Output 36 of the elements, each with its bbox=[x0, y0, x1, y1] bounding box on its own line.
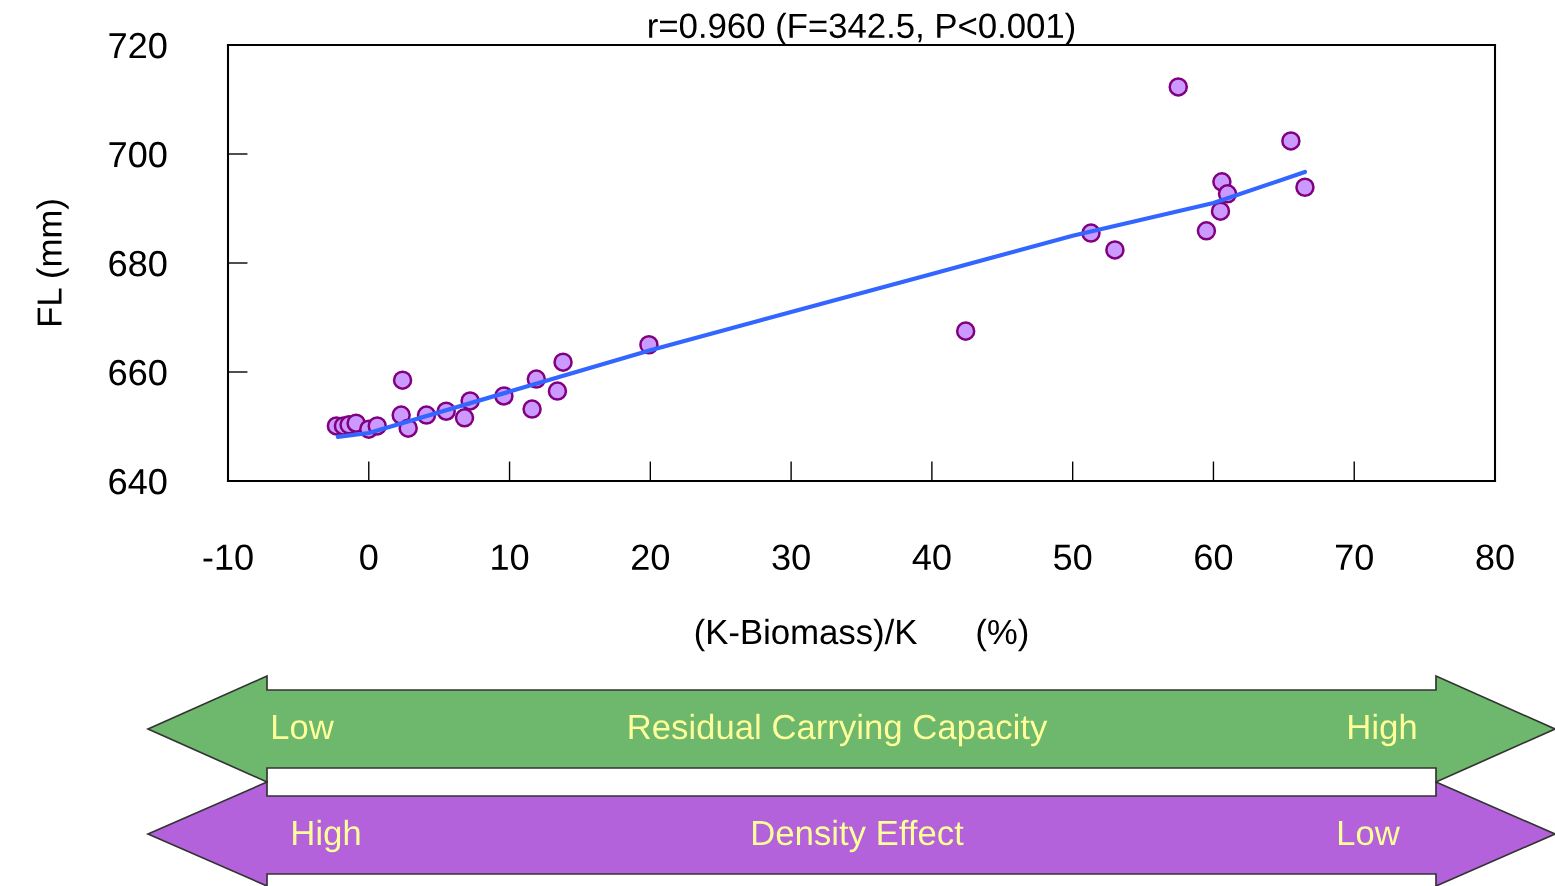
point bbox=[392, 370, 413, 390]
y-tick-label: 640 bbox=[109, 468, 167, 495]
point bbox=[522, 399, 542, 419]
point bbox=[1196, 221, 1217, 241]
x-tick-label: 0 bbox=[360, 544, 378, 571]
point bbox=[1168, 77, 1189, 97]
x-tick-label: -10 bbox=[203, 544, 253, 571]
x-tick-label: 60 bbox=[1195, 544, 1233, 571]
y-tick-label: 680 bbox=[109, 250, 167, 277]
point bbox=[1295, 177, 1315, 197]
text: Low bbox=[1339, 821, 1400, 846]
point bbox=[1281, 131, 1301, 151]
x-tick-label: 10 bbox=[492, 544, 529, 571]
x-tick-label: 80 bbox=[1476, 544, 1514, 571]
text: Residual Carrying Capacity bbox=[629, 713, 1048, 747]
text: High bbox=[1349, 713, 1416, 747]
x-axis-title: (K-Biomass)/K (%) bbox=[695, 618, 1028, 652]
x-tick-label: 40 bbox=[912, 544, 951, 571]
y-axis-title: FL (mm) bbox=[36, 200, 69, 326]
text: Density Effect bbox=[753, 819, 964, 853]
chart-title: r=0.960 (F=342.5, P<0.001) bbox=[649, 12, 1075, 45]
y-tick-label: 660 bbox=[109, 359, 167, 386]
y-tick-label: 720 bbox=[109, 32, 167, 59]
point bbox=[955, 321, 976, 341]
x-tick-label: 50 bbox=[1054, 544, 1092, 571]
point bbox=[1210, 201, 1231, 221]
point bbox=[454, 408, 475, 428]
x-tick-label: 20 bbox=[632, 544, 670, 571]
point bbox=[553, 352, 573, 372]
point bbox=[1105, 240, 1125, 260]
text: Low bbox=[273, 715, 334, 740]
y-tick-label: 700 bbox=[109, 141, 167, 168]
text: High bbox=[293, 819, 360, 853]
x-tick-label: 70 bbox=[1335, 544, 1373, 571]
point bbox=[547, 381, 568, 401]
x-tick-label: 30 bbox=[772, 544, 810, 571]
